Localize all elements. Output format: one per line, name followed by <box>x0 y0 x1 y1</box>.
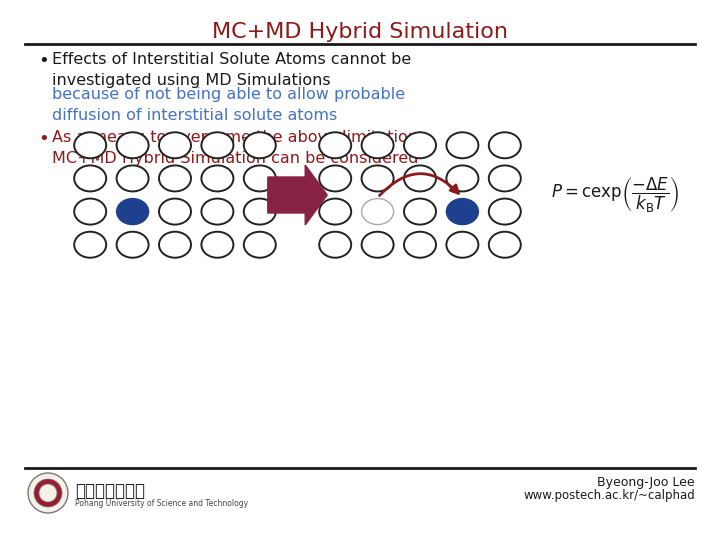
Ellipse shape <box>244 232 276 258</box>
Ellipse shape <box>117 132 148 158</box>
FancyArrowPatch shape <box>379 174 459 195</box>
Ellipse shape <box>74 199 107 225</box>
Ellipse shape <box>361 199 394 225</box>
Text: As a means to overcome the above limitation
MC+MD Hybrid Simulation can be consi: As a means to overcome the above limitat… <box>52 130 418 166</box>
Ellipse shape <box>361 132 394 158</box>
Ellipse shape <box>489 165 521 191</box>
Text: $P = \mathrm{c}\exp\!\left(\dfrac{-\Delta E}{k_{\mathrm{B}} T}\right)$: $P = \mathrm{c}\exp\!\left(\dfrac{-\Delt… <box>551 176 679 214</box>
Circle shape <box>34 479 62 507</box>
Ellipse shape <box>404 132 436 158</box>
Ellipse shape <box>446 165 478 191</box>
Ellipse shape <box>446 232 478 258</box>
Text: •: • <box>38 130 49 148</box>
Ellipse shape <box>244 199 276 225</box>
Ellipse shape <box>202 232 233 258</box>
Ellipse shape <box>202 132 233 158</box>
Ellipse shape <box>74 165 107 191</box>
Ellipse shape <box>446 199 478 225</box>
Ellipse shape <box>74 132 107 158</box>
Text: because of not being able to allow probable
diffusion of interstitial solute ato: because of not being able to allow proba… <box>52 87 405 123</box>
Ellipse shape <box>489 132 521 158</box>
Ellipse shape <box>117 199 148 225</box>
Ellipse shape <box>202 165 233 191</box>
Text: 포항공과대학교: 포항공과대학교 <box>75 482 145 500</box>
Text: Byeong-Joo Lee: Byeong-Joo Lee <box>598 476 695 489</box>
Text: Effects of Interstitial Solute Atoms cannot be
investigated using MD Simulations: Effects of Interstitial Solute Atoms can… <box>52 52 411 88</box>
Ellipse shape <box>319 199 351 225</box>
Ellipse shape <box>159 165 191 191</box>
Ellipse shape <box>489 232 521 258</box>
Circle shape <box>39 484 57 502</box>
Ellipse shape <box>361 232 394 258</box>
Ellipse shape <box>489 199 521 225</box>
Ellipse shape <box>361 165 394 191</box>
Ellipse shape <box>404 165 436 191</box>
Circle shape <box>28 473 68 513</box>
Text: Pohang University of Science and Technology: Pohang University of Science and Technol… <box>75 499 248 508</box>
Ellipse shape <box>117 232 148 258</box>
Ellipse shape <box>244 165 276 191</box>
Ellipse shape <box>74 232 107 258</box>
Ellipse shape <box>159 232 191 258</box>
Polygon shape <box>268 165 327 225</box>
Ellipse shape <box>159 132 191 158</box>
Ellipse shape <box>446 132 478 158</box>
Ellipse shape <box>404 199 436 225</box>
Text: MC+MD Hybrid Simulation: MC+MD Hybrid Simulation <box>212 22 508 42</box>
Ellipse shape <box>404 232 436 258</box>
Ellipse shape <box>202 199 233 225</box>
Text: www.postech.ac.kr/~calphad: www.postech.ac.kr/~calphad <box>523 489 695 502</box>
Ellipse shape <box>319 232 351 258</box>
Ellipse shape <box>117 165 148 191</box>
Text: •: • <box>38 52 49 70</box>
Ellipse shape <box>319 132 351 158</box>
Ellipse shape <box>319 165 351 191</box>
Ellipse shape <box>159 199 191 225</box>
Ellipse shape <box>244 132 276 158</box>
